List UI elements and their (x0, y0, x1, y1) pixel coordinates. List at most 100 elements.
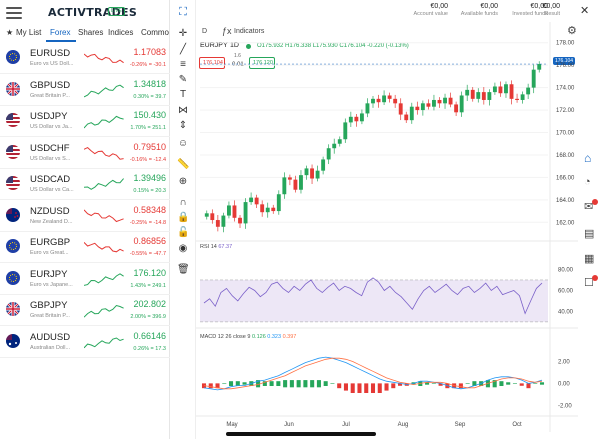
instrument-symbol: NZDUSD (30, 205, 70, 217)
macd-histogram-bar (330, 383, 335, 384)
crosshair-icon[interactable]: ✛ (178, 28, 188, 39)
instrument-row-usdcad[interactable]: USDCAD US Dollar vs Ca... 1.39496 0.15% = 2… (0, 169, 170, 200)
indicators-button[interactable]: Indicators (234, 28, 265, 35)
candle-body (238, 217, 242, 224)
lock-drawing-icon[interactable]: 🔒 (177, 212, 190, 223)
macd-histogram-bar (262, 381, 267, 386)
sparkline (84, 84, 124, 97)
buy-button[interactable]: 176.120 (249, 57, 275, 69)
macd-histogram-bar (364, 383, 369, 393)
chart-pie-icon[interactable]: ◔ (584, 176, 591, 188)
macd-histogram-bar (533, 383, 538, 384)
macd-histogram-bar (499, 381, 504, 386)
instrument-change: 0.30% = 39.7 (133, 93, 166, 100)
instrument-description: Euro vs Japane... (30, 281, 73, 288)
macd-histogram-bar (296, 380, 301, 388)
candle-body (404, 114, 409, 121)
y-tick-label: 162.00 (556, 220, 575, 226)
price-chart[interactable]: 162.00 164.00 166.00 168.00 170.00 172.00 174.… (196, 22, 584, 432)
x-tick-label: Jun (284, 422, 294, 428)
macd-histogram-bar (506, 382, 511, 385)
tab-shares[interactable]: Shares (78, 28, 104, 37)
macd-histogram-bar (229, 381, 234, 386)
sell-button[interactable]: 176.104 (199, 57, 225, 69)
instrument-description: Great Britain P... (30, 313, 70, 319)
instrument-row-usdjpy[interactable]: USDJPY US Dollar vs Ja... 150.430 1.70% = 2… (0, 106, 170, 137)
calendar-icon[interactable]: ▦ (584, 253, 595, 265)
candle-body (526, 87, 531, 95)
sparkline (84, 115, 124, 129)
measure-icon[interactable]: ⇕ (178, 120, 188, 131)
candle-body (426, 103, 431, 107)
zoom-in-icon[interactable]: ⊕ (178, 176, 188, 187)
candle-body (215, 220, 220, 227)
rsi-legend: RSI 14 67.37 (200, 244, 233, 250)
invested-funds-amount: €0,00 (530, 3, 548, 10)
x-tick-label: Aug (398, 422, 409, 428)
flag-icon (6, 113, 20, 127)
instrument-description: US Dollar vs Ja... (30, 124, 73, 130)
macd-histogram-bar (289, 380, 294, 388)
drawing-toolbar: ⛶ ✛ ╱ ≡ ✎ T ⋈ ⇕ ☺ 📏 ⊕ ∩ 🔒 🔓 ◉ 🗑 (170, 0, 196, 439)
candle-body (254, 197, 259, 205)
instrument-price: 0.66146 (133, 330, 166, 341)
candle-body (226, 205, 231, 216)
pattern-icon[interactable]: ⋈ (178, 105, 188, 116)
magnet-icon[interactable]: ∩ (179, 197, 187, 208)
macd-histogram-bar (350, 383, 355, 393)
home-indicator (226, 432, 376, 436)
notifications-icon[interactable]: ☐ (584, 277, 594, 289)
x-tick-label: Sep (455, 422, 466, 428)
indicators-icon[interactable]: ƒx (222, 26, 232, 36)
candle-body (443, 97, 447, 104)
brush-icon[interactable]: ✎ (178, 74, 188, 85)
horizontal-line-icon[interactable]: ≡ (180, 59, 186, 70)
y-tick-label: 172.00 (556, 108, 575, 114)
lock-icon[interactable]: 🔓 (177, 227, 190, 238)
candle-body (382, 95, 387, 103)
candle-body (398, 103, 403, 115)
macd-histogram-bar (357, 383, 362, 393)
tab-indices[interactable]: Indices (108, 28, 134, 37)
instrument-change: 1.43% = 249.1 (130, 282, 166, 289)
menu-icon[interactable] (6, 7, 22, 21)
candle-body (465, 89, 470, 96)
candle-body (487, 92, 492, 100)
macd-histogram-bar (512, 383, 517, 384)
text-tool-icon[interactable]: T (179, 89, 187, 100)
sparkline (84, 242, 124, 253)
home-icon[interactable]: ⌂ (584, 151, 592, 165)
candle-body (415, 106, 420, 111)
instrument-row-eurgbp[interactable]: EURGBP Euro vs Great... 0.86856 -0.55% = -4… (0, 232, 170, 263)
settings-icon[interactable]: ⚙ (567, 25, 577, 37)
instrument-row-audusd[interactable]: AUDUSD Australian Doll... 0.66146 0.26% = 1… (0, 327, 170, 358)
instrument-row-eurjpy[interactable]: EURJPY Euro vs Japane... 176.120 1.43% = 24… (0, 264, 170, 295)
instrument-row-gbpusd[interactable]: GBPUSD Great Britain P... 1.34818 0.30% = 3… (0, 75, 170, 106)
ruler-icon[interactable]: 📏 (177, 159, 190, 170)
instrument-row-usdchf[interactable]: USDCHF US Dollar vs S... 0.79510 -0.16% = -… (0, 138, 170, 169)
news-icon[interactable]: ▤ (584, 228, 595, 240)
timeframe-selector[interactable]: D (202, 28, 208, 35)
tab-forex[interactable]: Forex (50, 28, 71, 37)
rsi-tick-label: 40.00 (558, 309, 574, 315)
trendline-icon[interactable]: ╱ (179, 44, 187, 55)
macd-histogram-bar (343, 383, 348, 391)
emoji-icon[interactable]: ☺ (177, 138, 189, 149)
close-icon[interactable]: ✕ (580, 5, 590, 17)
fullscreen-icon[interactable]: ⛶ (179, 6, 187, 18)
invested-funds-label: Invested funds (512, 11, 548, 17)
instrument-row-eurusd[interactable]: EURUSD Euro vs US Doll... 1.17083 -0.26% = … (0, 43, 170, 74)
candle-body (265, 207, 270, 213)
mail-icon[interactable]: ✉ (584, 201, 594, 213)
instrument-row-nzdusd[interactable]: NZDUSD New Zealand D... 0.58348 -0.25% = -1… (0, 201, 170, 232)
instrument-row-gbpjpy[interactable]: GBPJPY Great Britain P... 202.802 2.00% = 3… (0, 295, 170, 326)
macd-histogram-bar (465, 383, 470, 384)
candle-body (515, 98, 520, 100)
macd-histogram-bar (384, 383, 389, 391)
tab-my-list[interactable]: My List (16, 28, 42, 37)
candle-body (282, 177, 287, 195)
trash-icon[interactable]: 🗑 (177, 264, 190, 275)
eye-icon[interactable]: ◉ (178, 243, 188, 254)
tab-commodities[interactable]: Commo (141, 28, 170, 37)
candle-body (354, 116, 359, 122)
